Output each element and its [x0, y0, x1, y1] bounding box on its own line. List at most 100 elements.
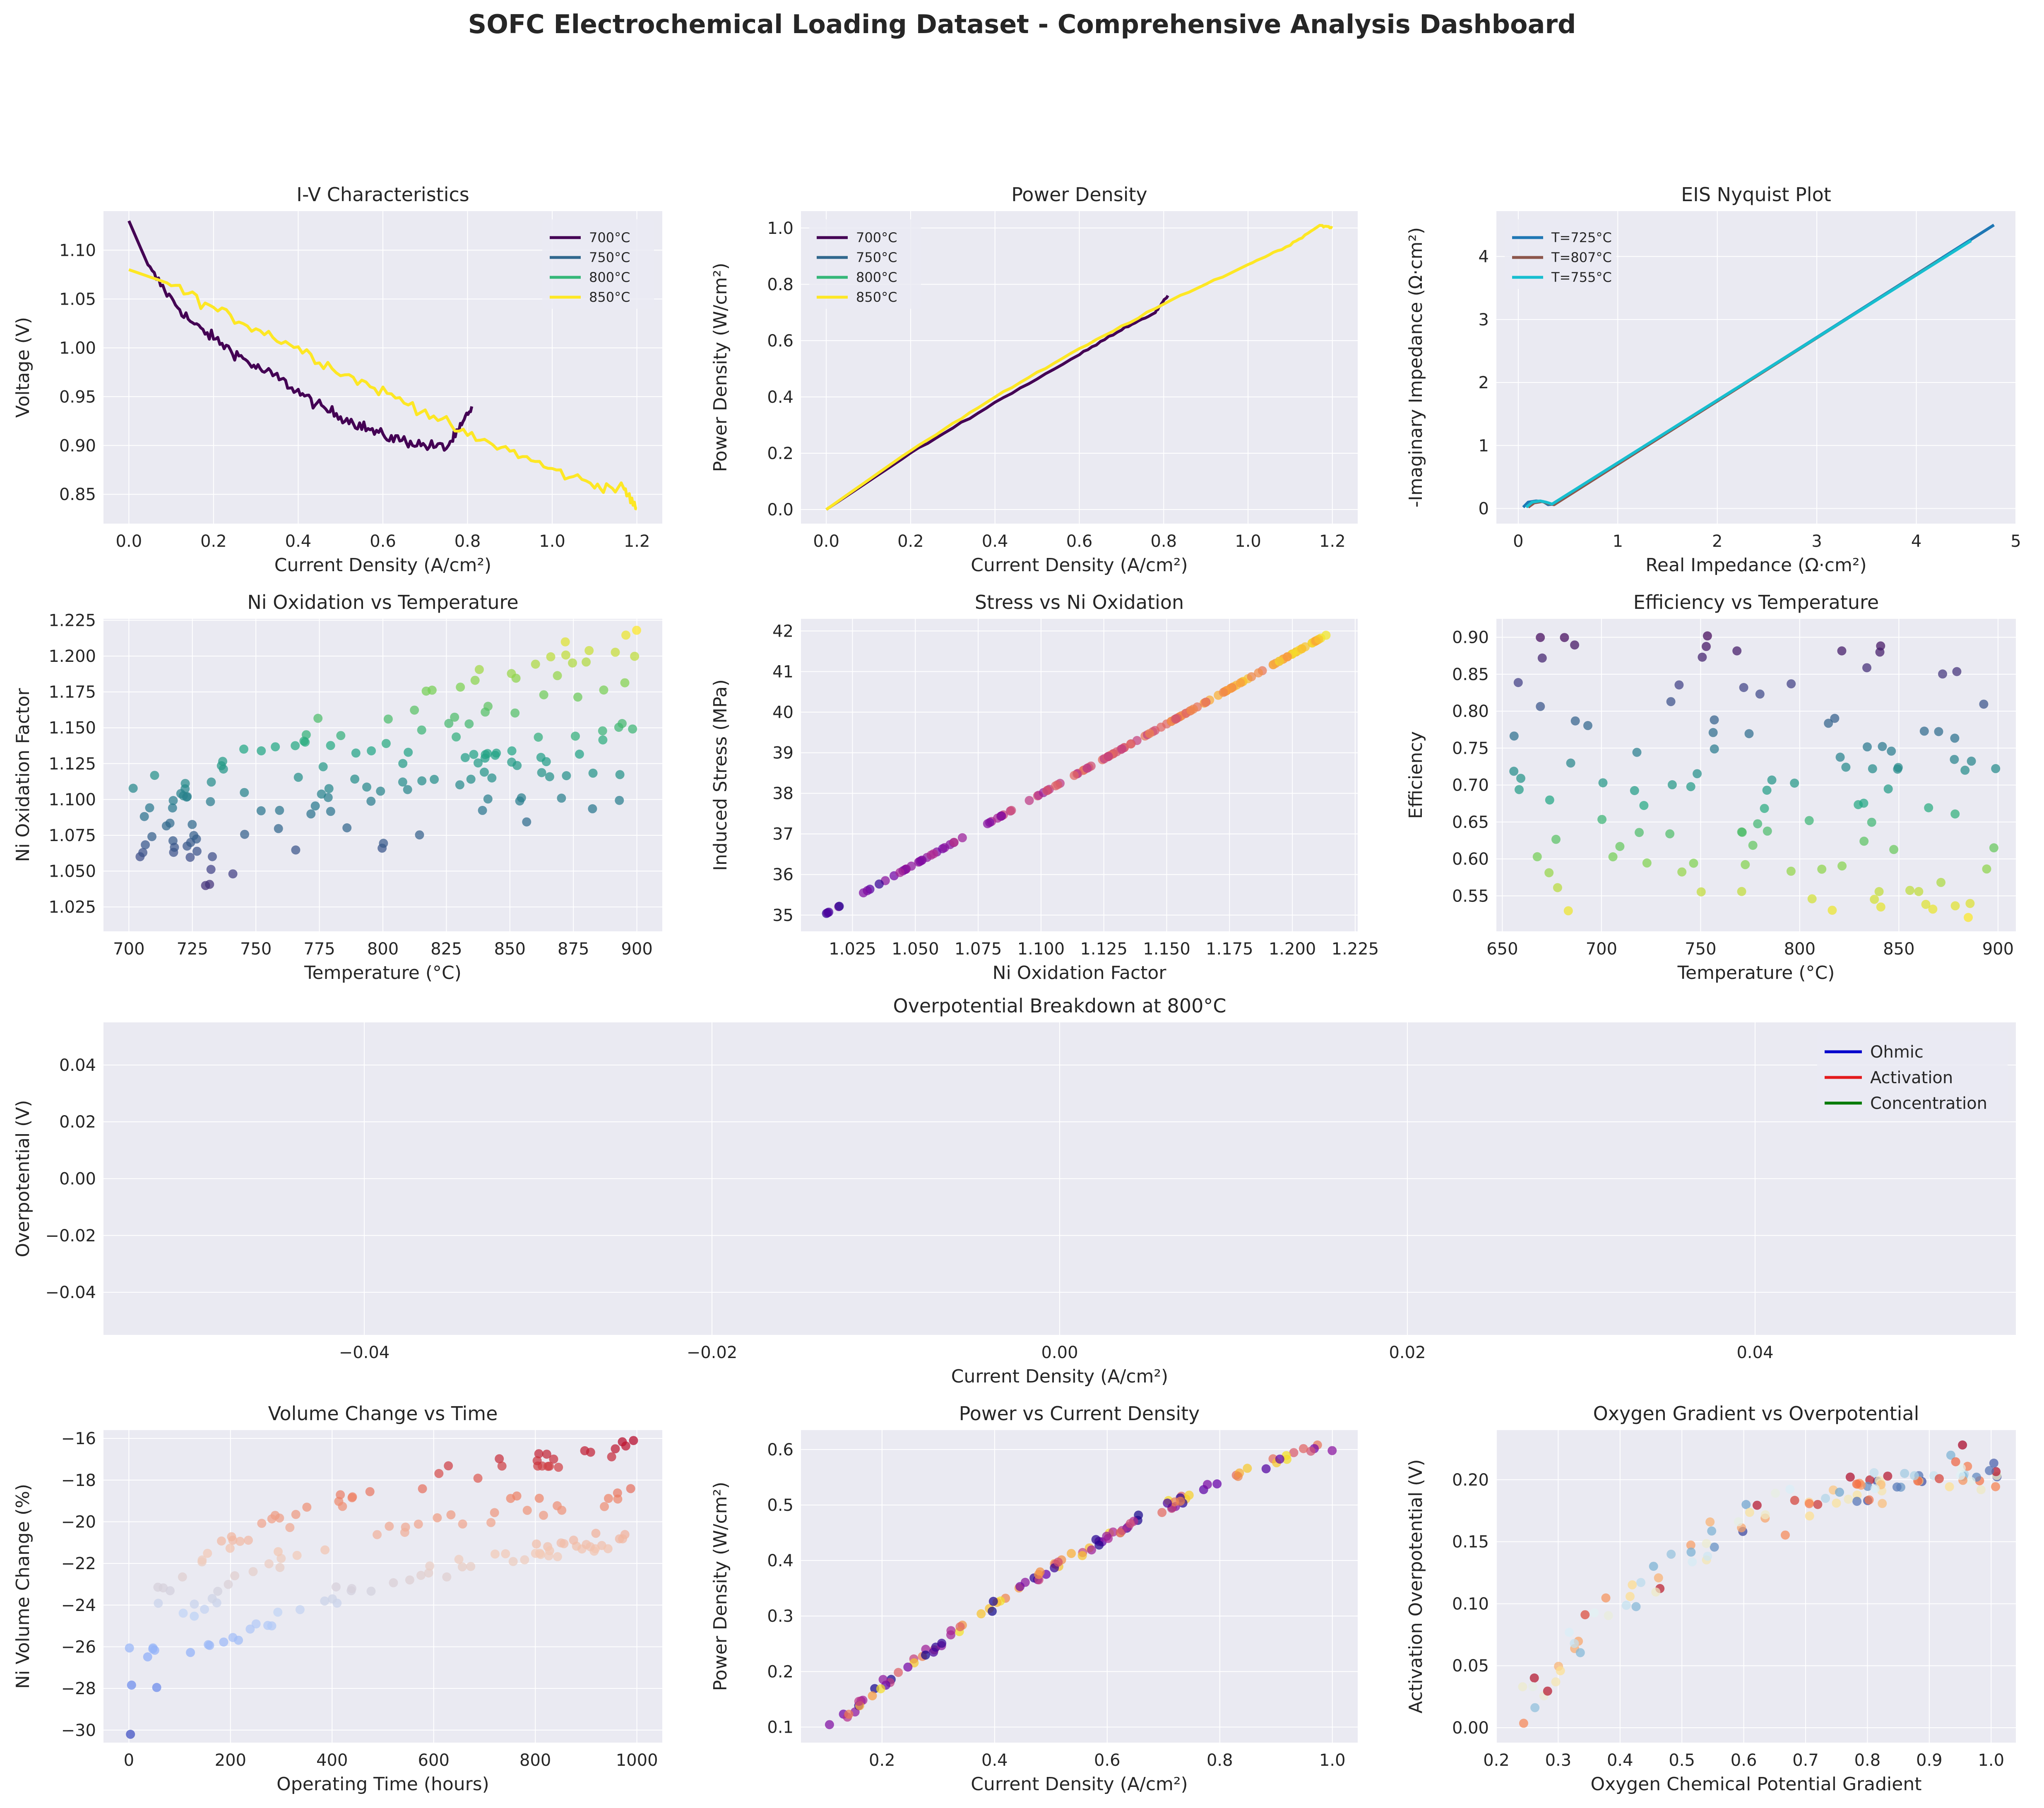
x-tick-label: 1 — [1613, 532, 1623, 551]
oxygen-point — [1945, 1482, 1954, 1491]
efficiency-point — [1686, 782, 1695, 791]
x-tick-label: 1.050 — [892, 940, 939, 959]
y-tick-label: −30 — [61, 1721, 96, 1740]
niox-point — [470, 676, 480, 685]
oxygen-point — [1580, 1610, 1590, 1620]
x-tick-label: 0.8 — [1207, 1751, 1233, 1770]
y-tick-label: 1.175 — [48, 683, 96, 702]
niox-point — [257, 746, 266, 755]
legend-label: Ohmic — [1870, 1043, 1924, 1062]
y-tick-label: 39 — [772, 744, 794, 763]
niox-point — [274, 824, 283, 833]
series-line-700°C — [825, 295, 1169, 511]
niox-point — [553, 671, 562, 680]
niox-point — [326, 807, 335, 816]
stress-point — [875, 879, 884, 889]
volume-point — [556, 1538, 566, 1548]
efficiency-point — [1553, 883, 1562, 892]
oxygen-point — [1946, 1450, 1955, 1460]
niox-point — [507, 746, 517, 756]
efficiency-point — [1509, 767, 1519, 776]
series-line-T=755°C — [1525, 239, 1972, 509]
x-tick-label: 800 — [367, 940, 399, 959]
power-point — [894, 1668, 903, 1677]
efficiency-point — [1583, 721, 1592, 730]
niox-point — [271, 742, 280, 752]
oxygen-point — [1702, 1539, 1711, 1548]
efficiency-point — [1566, 758, 1575, 768]
stress-point — [895, 868, 905, 877]
chart-eff_temp: 650 700 750 800 850 900 0.55 0.60 0.65 0.70 0.75 0.… — [1405, 591, 2016, 983]
oxygen-point — [1734, 1517, 1743, 1527]
volume-point — [213, 1587, 223, 1596]
niox-point — [291, 845, 301, 855]
power-point — [1116, 1528, 1125, 1538]
volume-point — [434, 1469, 444, 1478]
y-tick-label: 0.02 — [59, 1113, 96, 1132]
niox-point — [367, 746, 376, 755]
efficiency-point — [1696, 887, 1706, 897]
efficiency-point — [1921, 899, 1931, 909]
x-tick-label: 5 — [2010, 532, 2021, 551]
efficiency-point — [1859, 798, 1868, 808]
niox-point — [188, 820, 197, 829]
niox-point — [306, 809, 316, 819]
plot-marks — [1522, 224, 1995, 509]
oxygen-point — [1688, 1557, 1697, 1567]
series-line-850°C — [825, 224, 1333, 511]
efficiency-point — [1841, 762, 1851, 772]
efficiency-point — [1509, 731, 1519, 741]
plot-marks — [825, 224, 1333, 511]
efficiency-point — [1545, 795, 1554, 805]
x-tick-label: 900 — [1982, 940, 2014, 959]
volume-point — [251, 1619, 261, 1629]
efficiency-point — [1513, 678, 1523, 687]
x-tick-label: 650 — [1486, 940, 1518, 959]
y-tick-label: 35 — [772, 906, 794, 925]
volume-point — [400, 1528, 409, 1537]
x-tick-label: 900 — [621, 940, 652, 959]
volume-point — [274, 1547, 283, 1556]
volume-point — [473, 1474, 483, 1483]
legend: Ohmic Activation Concentration — [1817, 1031, 2008, 1118]
legend-label: 850°C — [589, 289, 630, 305]
stress-point — [1274, 656, 1284, 666]
x-tick-label: 0.2 — [869, 1751, 895, 1770]
oxygen-point — [1832, 1498, 1841, 1508]
niox-point — [539, 690, 548, 700]
niox-point — [522, 817, 531, 827]
efficiency-point — [1982, 864, 1991, 874]
efficiency-point — [1960, 765, 1970, 775]
efficiency-point — [1642, 858, 1652, 868]
x-tick-label: 1.2 — [1319, 532, 1346, 551]
efficiency-point — [1817, 864, 1827, 874]
niox-point — [208, 852, 217, 861]
niox-point — [240, 788, 249, 797]
oxygen-point — [1543, 1686, 1552, 1696]
efficiency-point — [1837, 861, 1847, 871]
x-tick-label: 800 — [519, 1751, 551, 1770]
niox-point — [376, 786, 385, 796]
niox-point — [379, 839, 388, 848]
power-point — [903, 1662, 913, 1672]
y-tick-label: 0.4 — [767, 388, 794, 407]
power-point — [1067, 1549, 1076, 1558]
oxygen-point — [1781, 1530, 1790, 1540]
legend-label: 750°C — [589, 250, 630, 265]
y-tick-label: 4 — [1479, 248, 1489, 267]
x-tick-label: 0.8 — [1150, 532, 1177, 551]
niox-point — [545, 772, 554, 781]
oxygen-point — [1870, 1484, 1880, 1493]
niox-point — [404, 748, 413, 757]
volume-point — [292, 1551, 302, 1560]
volume-point — [154, 1599, 163, 1608]
niox-point — [483, 794, 493, 804]
efficiency-point — [1737, 887, 1746, 896]
niox-point — [324, 784, 334, 793]
efficiency-point — [1630, 786, 1639, 795]
x-tick-label: 800 — [1784, 940, 1816, 959]
stress-point — [926, 850, 936, 860]
oxygen-point — [1785, 1484, 1795, 1494]
niox-point — [366, 796, 376, 806]
efficiency-point — [1560, 633, 1569, 642]
